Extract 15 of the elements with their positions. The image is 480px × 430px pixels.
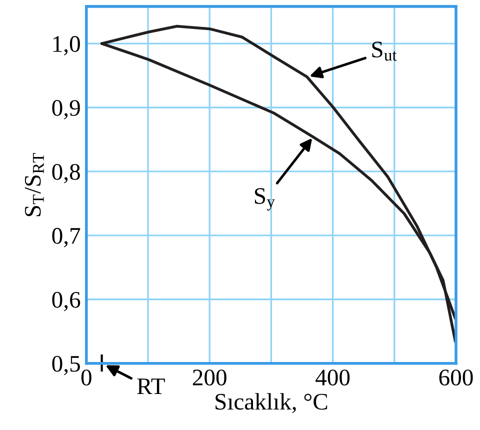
ref-line-label: RT: [137, 378, 165, 394]
y-tick-label: 0,7: [52, 228, 80, 248]
y-tick-label: 0,6: [52, 292, 80, 312]
x-axis-title: Sıcaklık, °C: [216, 393, 328, 414]
annotation: S$_{ut}$: [372, 42, 397, 61]
y-tick-label: 1,0: [53, 36, 80, 56]
x-tick-label: 0: [81, 370, 92, 386]
y-axis-title: S$_{T}$/S$_{RT}$: [24, 153, 44, 216]
x-tick-label: 600: [439, 370, 473, 386]
y-tick-label: 0,9: [52, 100, 80, 120]
x-tick-label: 200: [192, 370, 226, 386]
y-tick-label: 0,5: [52, 356, 80, 376]
y-tick-label: 0,8: [52, 164, 80, 184]
x-tick-label: 400: [316, 370, 350, 386]
annotation: S$_{y}$: [254, 188, 275, 211]
